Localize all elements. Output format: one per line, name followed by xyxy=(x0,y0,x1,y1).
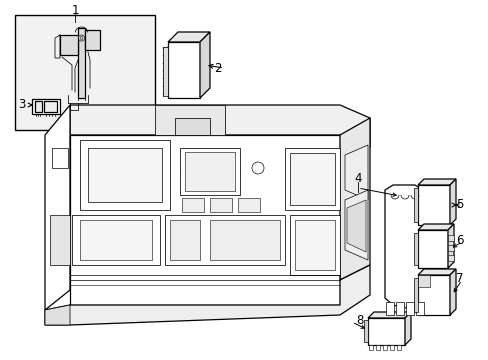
Polygon shape xyxy=(339,118,369,280)
Polygon shape xyxy=(382,345,386,350)
Polygon shape xyxy=(396,345,400,350)
Polygon shape xyxy=(389,345,393,350)
Text: 5: 5 xyxy=(455,198,463,211)
Polygon shape xyxy=(367,318,404,345)
Polygon shape xyxy=(289,215,339,275)
Polygon shape xyxy=(155,105,224,135)
Polygon shape xyxy=(45,305,70,325)
Polygon shape xyxy=(72,215,160,265)
Circle shape xyxy=(251,162,264,174)
Polygon shape xyxy=(164,215,285,265)
Text: 4: 4 xyxy=(353,171,361,184)
Polygon shape xyxy=(175,118,209,135)
Polygon shape xyxy=(70,105,369,148)
Polygon shape xyxy=(168,32,209,42)
Text: 2: 2 xyxy=(214,62,221,75)
Polygon shape xyxy=(289,153,334,205)
Polygon shape xyxy=(367,312,410,318)
Polygon shape xyxy=(168,42,200,98)
Polygon shape xyxy=(447,235,453,241)
Polygon shape xyxy=(346,200,365,252)
Polygon shape xyxy=(405,302,413,315)
Polygon shape xyxy=(395,302,403,315)
Polygon shape xyxy=(35,101,42,112)
Polygon shape xyxy=(52,148,68,168)
Bar xyxy=(363,320,367,342)
Polygon shape xyxy=(417,224,453,230)
Polygon shape xyxy=(200,32,209,98)
Circle shape xyxy=(80,36,83,40)
Bar xyxy=(163,47,168,96)
Polygon shape xyxy=(184,152,235,191)
Polygon shape xyxy=(449,269,455,315)
Polygon shape xyxy=(45,105,70,310)
Polygon shape xyxy=(50,215,70,265)
Polygon shape xyxy=(415,302,423,315)
Text: 3: 3 xyxy=(18,99,26,112)
Polygon shape xyxy=(417,275,449,315)
Polygon shape xyxy=(294,220,334,270)
Polygon shape xyxy=(447,245,453,251)
Polygon shape xyxy=(80,140,170,210)
Bar xyxy=(182,198,203,212)
Polygon shape xyxy=(417,269,455,275)
Polygon shape xyxy=(209,220,280,260)
Polygon shape xyxy=(60,35,78,55)
Text: 1: 1 xyxy=(71,4,79,17)
Polygon shape xyxy=(88,148,162,202)
Polygon shape xyxy=(447,255,453,261)
Polygon shape xyxy=(417,185,449,225)
Polygon shape xyxy=(368,345,372,350)
Text: 8: 8 xyxy=(356,314,363,327)
Polygon shape xyxy=(44,101,57,112)
Polygon shape xyxy=(32,99,60,114)
Polygon shape xyxy=(385,302,393,315)
Bar xyxy=(209,198,231,212)
Polygon shape xyxy=(80,220,152,260)
Text: 7: 7 xyxy=(455,271,463,284)
Polygon shape xyxy=(417,230,447,268)
Text: 6: 6 xyxy=(455,234,463,247)
Polygon shape xyxy=(417,275,429,287)
Bar xyxy=(413,188,417,222)
Bar xyxy=(413,233,417,265)
Polygon shape xyxy=(170,220,200,260)
Polygon shape xyxy=(417,179,455,185)
Polygon shape xyxy=(345,190,367,260)
Polygon shape xyxy=(345,145,367,200)
Bar xyxy=(238,198,260,212)
Bar xyxy=(15,15,155,130)
Polygon shape xyxy=(78,28,85,98)
Polygon shape xyxy=(404,312,410,345)
Polygon shape xyxy=(447,224,453,268)
Polygon shape xyxy=(85,30,100,50)
Polygon shape xyxy=(70,135,339,305)
Polygon shape xyxy=(375,345,379,350)
Circle shape xyxy=(79,35,84,41)
Polygon shape xyxy=(45,265,369,325)
Polygon shape xyxy=(384,185,426,308)
Bar xyxy=(413,278,417,312)
Polygon shape xyxy=(285,148,339,210)
Polygon shape xyxy=(180,148,240,195)
Polygon shape xyxy=(449,179,455,225)
